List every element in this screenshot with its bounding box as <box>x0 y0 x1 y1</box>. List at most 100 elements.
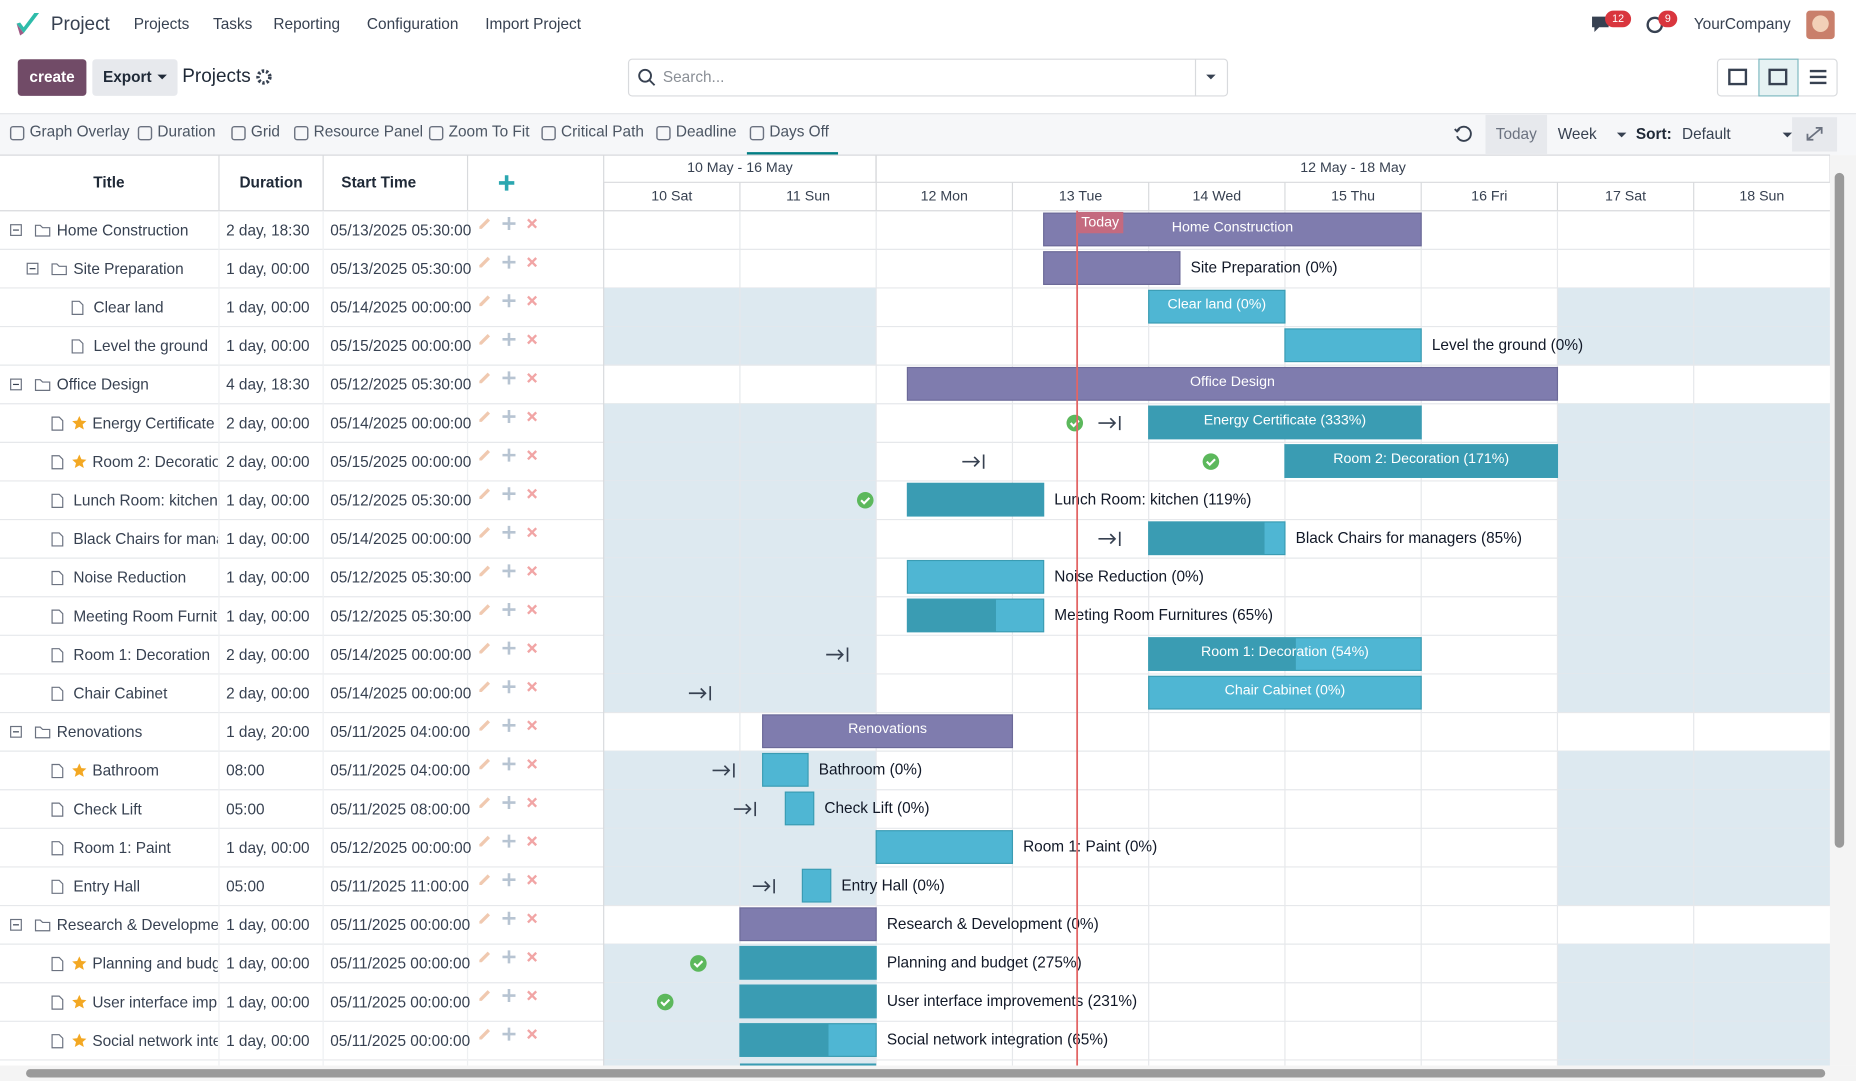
dependency-icon[interactable] <box>1098 415 1121 431</box>
gantt-bar[interactable] <box>784 791 815 826</box>
edit-icon[interactable] <box>479 565 491 577</box>
delete-icon[interactable] <box>527 218 538 229</box>
delete-icon[interactable] <box>527 990 538 1001</box>
row-title[interactable]: Bathroom <box>92 763 159 780</box>
menu-item[interactable]: Configuration <box>367 16 458 33</box>
gantt-bar[interactable] <box>875 830 1014 864</box>
delete-icon[interactable] <box>527 411 538 422</box>
scroll-thumb[interactable] <box>1834 172 1845 848</box>
delete-icon[interactable] <box>527 372 538 383</box>
delete-icon[interactable] <box>527 913 538 924</box>
delete-icon[interactable] <box>527 797 538 808</box>
edit-icon[interactable] <box>479 642 491 654</box>
view-list[interactable] <box>1809 69 1827 85</box>
dependency-icon[interactable] <box>733 801 757 817</box>
add-icon[interactable] <box>502 371 516 385</box>
view-gantt-active[interactable] <box>1758 58 1799 97</box>
row-title[interactable]: Site Preparation <box>73 261 183 278</box>
delete-icon[interactable] <box>527 720 538 731</box>
gantt-group-bar[interactable] <box>1043 251 1181 285</box>
search-box[interactable] <box>627 58 1229 97</box>
menu-item[interactable]: Reporting <box>273 16 340 33</box>
delete-icon[interactable] <box>527 643 538 654</box>
add-icon[interactable] <box>502 796 516 810</box>
add-icon[interactable] <box>502 834 516 848</box>
row-title[interactable]: Room 1: Decoration <box>73 647 210 664</box>
messages-icon[interactable] <box>1592 16 1609 32</box>
company[interactable]: YourCompany <box>1694 16 1791 33</box>
reload-icon[interactable] <box>1454 125 1472 142</box>
delete-icon[interactable] <box>527 681 538 692</box>
add-icon[interactable] <box>502 294 516 308</box>
menu-item[interactable]: Import Project <box>485 16 581 33</box>
row-title[interactable]: Meeting Room Furnitures <box>73 608 247 625</box>
edit-icon[interactable] <box>479 295 491 307</box>
row-title[interactable]: Check Lift <box>73 801 142 818</box>
add-icon[interactable] <box>502 332 516 346</box>
edit-icon[interactable] <box>479 835 491 847</box>
edit-icon[interactable] <box>479 372 491 384</box>
add-icon[interactable] <box>502 525 516 539</box>
edit-icon[interactable] <box>479 874 491 886</box>
gantt-group-bar[interactable] <box>739 907 877 942</box>
row-title[interactable]: User interface improvements <box>92 994 289 1011</box>
add-icon[interactable] <box>502 487 516 501</box>
gantt-bar[interactable] <box>762 752 809 787</box>
tool-button[interactable]: Grid <box>251 124 280 141</box>
menu-item[interactable]: Projects <box>134 16 190 33</box>
gantt-bar[interactable] <box>1148 675 1422 710</box>
app-name[interactable]: Project <box>51 14 111 35</box>
dependency-icon[interactable] <box>826 647 849 662</box>
edit-icon[interactable] <box>479 527 491 538</box>
delete-icon[interactable] <box>527 874 538 885</box>
delete-icon[interactable] <box>527 450 538 461</box>
edit-icon[interactable] <box>479 604 491 615</box>
add-icon[interactable] <box>502 641 516 655</box>
add-icon[interactable] <box>502 680 516 694</box>
add-icon[interactable] <box>502 448 516 462</box>
row-title[interactable]: Black Chairs for managers <box>73 531 254 548</box>
sort-select[interactable]: Default <box>1682 126 1731 143</box>
edit-icon[interactable] <box>479 758 491 770</box>
row-title[interactable]: Entry Hall <box>73 878 140 895</box>
edit-icon[interactable] <box>479 990 491 1001</box>
add-icon[interactable] <box>502 873 516 887</box>
delete-icon[interactable] <box>527 257 538 268</box>
search-toggle[interactable] <box>1206 74 1216 80</box>
row-title[interactable]: Home Construction <box>57 222 189 239</box>
row-title[interactable]: Noise Reduction <box>73 570 186 587</box>
delete-icon[interactable] <box>527 758 538 769</box>
add-icon[interactable] <box>502 603 516 617</box>
delete-icon[interactable] <box>527 488 538 499</box>
add-icon[interactable] <box>502 911 516 925</box>
scroll-thumb[interactable] <box>26 1069 1826 1078</box>
edit-icon[interactable] <box>479 411 491 422</box>
edit-icon[interactable] <box>479 218 491 229</box>
edit-icon[interactable] <box>479 719 491 731</box>
gantt-bar[interactable] <box>1148 289 1286 324</box>
add-icon[interactable] <box>502 950 516 964</box>
scale-select[interactable]: Week <box>1558 126 1597 143</box>
settings-gear[interactable] <box>256 69 272 85</box>
delete-icon[interactable] <box>527 604 538 615</box>
dependency-icon[interactable] <box>688 686 712 701</box>
edit-icon[interactable] <box>479 256 491 268</box>
delete-icon[interactable] <box>527 334 538 345</box>
tool-button[interactable]: Deadline <box>676 124 737 141</box>
tool-button[interactable]: Graph Overlay <box>30 124 130 141</box>
edit-icon[interactable] <box>479 797 491 808</box>
add-icon[interactable] <box>502 757 516 771</box>
add-icon[interactable] <box>502 1027 516 1041</box>
row-title[interactable]: Chair Cabinet <box>73 685 168 702</box>
gantt-bar[interactable] <box>1284 328 1422 363</box>
gantt-group-bar[interactable] <box>906 366 1559 401</box>
dependency-icon[interactable] <box>752 879 775 894</box>
edit-icon[interactable] <box>479 449 491 461</box>
tool-button[interactable]: Resource Panel <box>314 124 423 141</box>
gantt-bar[interactable] <box>801 868 832 903</box>
add-icon[interactable] <box>502 564 516 578</box>
today-button[interactable] <box>1485 114 1548 154</box>
add-icon[interactable] <box>502 989 516 1003</box>
row-title[interactable]: Planning and budget <box>92 956 234 973</box>
tool-button[interactable]: Critical Path <box>561 124 644 141</box>
